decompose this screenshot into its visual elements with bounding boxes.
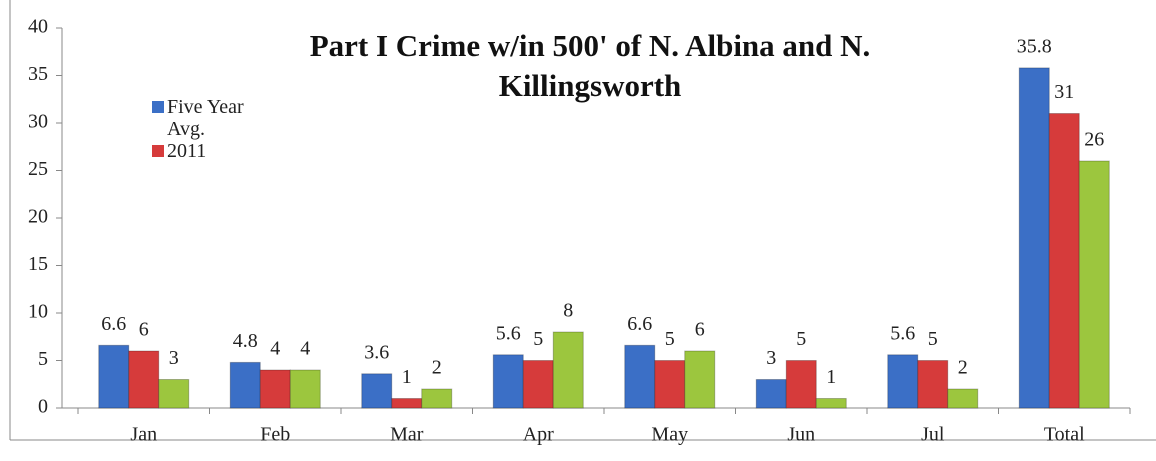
x-tick-label: Jan: [130, 424, 157, 446]
y-tick-label: 25: [28, 158, 48, 180]
value-label: 5: [665, 328, 675, 350]
chart-title: Part I Crime w/in 500' of N. Albina and …: [309, 28, 871, 103]
value-label: 4: [300, 338, 310, 360]
x-tick-label: Mar: [390, 424, 424, 446]
value-label: 1: [826, 366, 836, 388]
bar: [98, 344, 130, 409]
bar: [887, 354, 919, 409]
value-label: 5: [533, 328, 543, 350]
bar: [522, 360, 554, 409]
bar: [492, 354, 524, 409]
bar: [552, 331, 584, 409]
value-label: 2: [432, 357, 442, 379]
bar: [654, 360, 686, 409]
value-label: 5.6: [496, 322, 521, 344]
bar: [684, 350, 716, 409]
value-label: 3: [169, 347, 179, 369]
bar: [815, 398, 847, 409]
bar: [917, 360, 949, 409]
value-label: 3: [766, 347, 776, 369]
y-tick-label: 15: [28, 253, 48, 275]
bar: [624, 344, 656, 409]
y-tick-label: 35: [28, 63, 48, 85]
value-label: 5: [928, 328, 938, 350]
value-label: 4: [270, 338, 280, 360]
y-tick-label: 5: [38, 348, 48, 370]
y-tick-label: 40: [28, 16, 48, 38]
bar: [128, 350, 160, 409]
value-label: 35.8: [1017, 35, 1052, 57]
value-label: 5: [796, 328, 806, 350]
value-label: 3.6: [364, 341, 389, 363]
y-tick-label: 10: [28, 301, 48, 323]
bar: [259, 369, 291, 409]
legend-entry: Five Year Avg.: [152, 96, 267, 140]
x-tick-label: Jun: [787, 424, 815, 446]
y-tick-label: 20: [28, 206, 48, 228]
bar: [229, 361, 261, 409]
bar: [421, 388, 453, 409]
bar: [1018, 67, 1050, 409]
value-label: 31: [1054, 81, 1074, 103]
bar: [785, 360, 817, 409]
value-label: 26: [1084, 129, 1104, 151]
bar: [289, 369, 321, 409]
value-label: 2: [958, 357, 968, 379]
bar: [1078, 160, 1110, 409]
value-label: 6: [695, 319, 705, 341]
value-label: 6.6: [101, 313, 126, 335]
x-tick-label: Jul: [921, 424, 945, 446]
bar: [947, 388, 979, 409]
bar: [755, 379, 787, 409]
bar: [158, 379, 190, 409]
x-tick-label: Feb: [260, 424, 290, 446]
y-tick-label: 0: [38, 396, 48, 418]
legend-swatch: [152, 101, 164, 113]
x-tick-label: Apr: [523, 424, 554, 446]
x-tick-label: Total: [1044, 424, 1085, 446]
value-label: 4.8: [233, 330, 258, 352]
bar: [391, 398, 423, 409]
legend-entry: 2011: [152, 140, 267, 162]
legend-label: Five Year Avg.: [167, 96, 244, 140]
bar: [361, 373, 393, 409]
value-label: 5.6: [890, 322, 915, 344]
y-tick-label: 30: [28, 111, 48, 133]
value-label: 6.6: [627, 313, 652, 335]
legend-swatch: [152, 145, 164, 157]
value-label: 8: [563, 300, 573, 322]
legend-label: 2011: [167, 140, 207, 162]
x-tick-label: May: [651, 424, 688, 446]
value-label: 1: [402, 366, 412, 388]
value-label: 6: [139, 319, 149, 341]
bar: [1048, 113, 1080, 409]
